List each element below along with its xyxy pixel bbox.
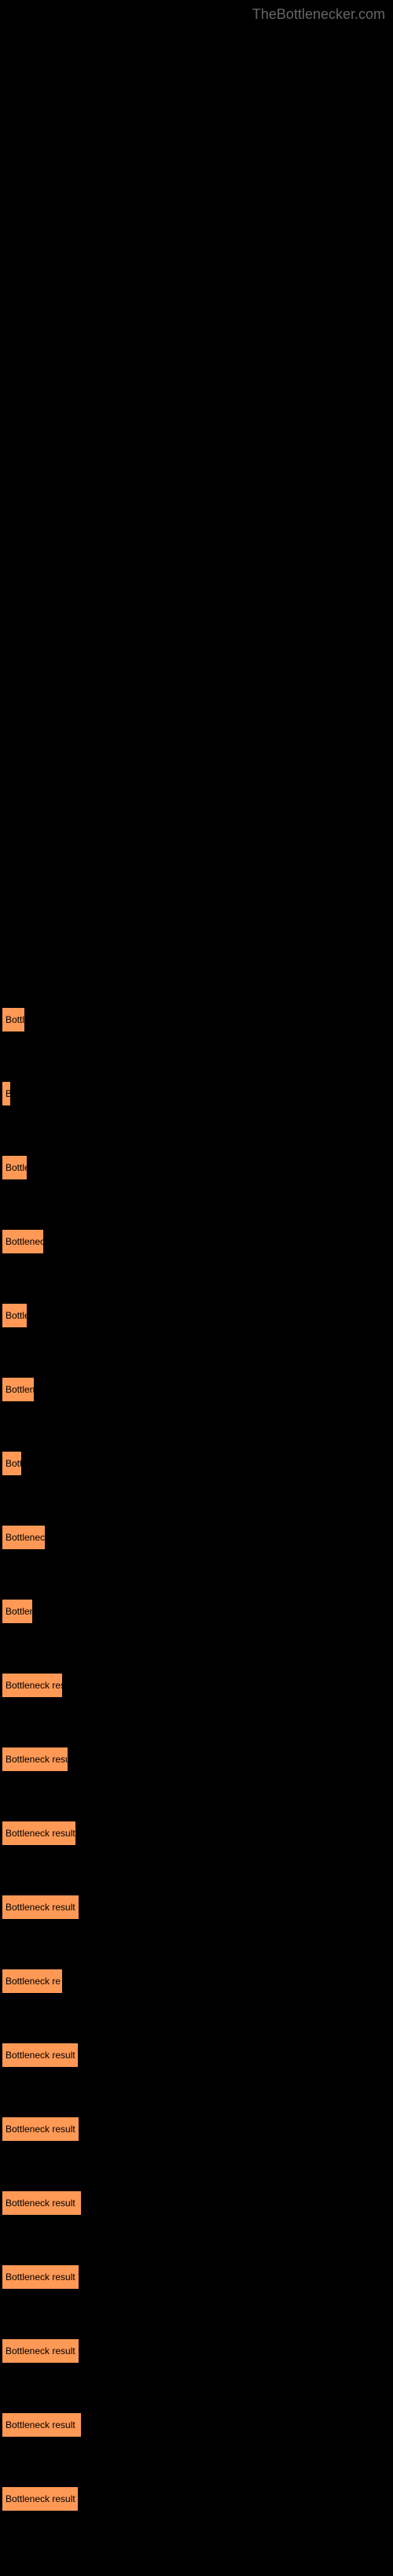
bar-row: Bottleneck result [2, 2486, 393, 2511]
bar: Bottleneck result [2, 2043, 79, 2068]
bar-row: Bottler [2, 1155, 393, 1180]
bar-row: Bottlene [2, 1377, 393, 1402]
bar: Bottleneck resu [2, 1747, 68, 1772]
bar-row: Bottleneck result [2, 1895, 393, 1920]
bar-row: Bott [2, 1451, 393, 1476]
bar: Bottleneck result [2, 2486, 79, 2511]
bar: Bottler [2, 1155, 28, 1180]
bar-row: Bottleneck re [2, 1969, 393, 1994]
bar: Bottleneck [2, 1525, 46, 1550]
bar: Bottler [2, 1303, 28, 1328]
bar-row: Bottleneck resu [2, 1747, 393, 1772]
bar: Bottleneck result [2, 2412, 82, 2438]
bar-row: Bottleneck result [2, 2117, 393, 2142]
bar-row: Bottle [2, 1007, 393, 1032]
watermark-text: TheBottlenecker.com [252, 6, 385, 23]
bar-row: Bottleneck result [2, 2412, 393, 2438]
bar: Bottleneck [2, 1229, 44, 1254]
bar: Bottleneck result [2, 2264, 79, 2290]
bar: Bottleneck res [2, 1673, 63, 1698]
bar-row: Bottleneck result [2, 2264, 393, 2290]
bar: Bottleneck result [2, 2338, 79, 2364]
bar: B [2, 1081, 11, 1106]
bar: Bottleneck result [2, 1821, 76, 1846]
bar-row: Bottleneck result [2, 1821, 393, 1846]
bar: Bottleneck re [2, 1969, 63, 1994]
bar-row: Bottleneck res [2, 1673, 393, 1698]
bar-row: Bottleneck result [2, 2338, 393, 2364]
bar-row: B [2, 1081, 393, 1106]
bar: Bottleneck result [2, 2190, 82, 2216]
bar-row: Bottler [2, 1303, 393, 1328]
bar-row: Bottleneck result [2, 2043, 393, 2068]
bar-chart: Bottle B Bottler Bottleneck Bottler Bottlene B… [0, 0, 393, 2576]
bar: Bottlene [2, 1599, 33, 1624]
bar: Bottleneck result [2, 2117, 79, 2142]
bar: Bottlene [2, 1377, 35, 1402]
bar: Bott [2, 1451, 22, 1476]
bar-row: Bottlene [2, 1599, 393, 1624]
bar: Bottle [2, 1007, 25, 1032]
bar-row: Bottleneck [2, 1525, 393, 1550]
bar: Bottleneck result [2, 1895, 79, 1920]
bar-row: Bottleneck result [2, 2190, 393, 2216]
bar-row: Bottleneck [2, 1229, 393, 1254]
